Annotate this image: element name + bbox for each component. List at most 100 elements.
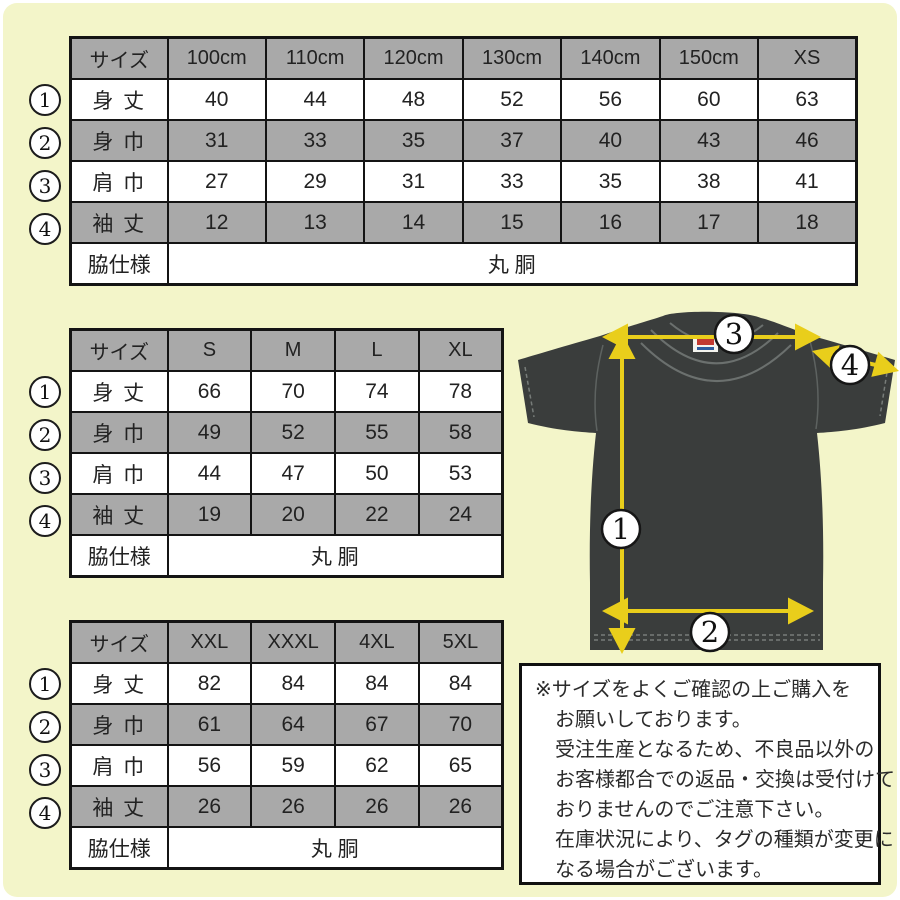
table-footer-row: 脇仕様 丸 胴 [69,826,504,870]
label-cell: 袖 丈 [69,785,169,828]
table-row: 身 巾 61 64 67 70 [69,703,504,746]
value-cell: 19 [166,493,253,536]
value-cell: 48 [363,78,464,121]
header-cell: 4XL [334,620,420,664]
value-cell: 55 [334,411,420,454]
value-cell: 74 [334,370,420,413]
table-header-row: サイズ XXL XXXL 4XL 5XL [69,620,504,664]
value-cell: 65 [417,744,504,787]
header-cell: サイズ [69,36,169,80]
body-length-arrow [608,333,636,654]
footer-value-cell: 丸 胴 [166,534,504,578]
value-cell: 56 [560,78,661,121]
table-header-row: サイズ S M L XL [69,328,504,372]
right-sleeve-stitch [879,365,889,417]
header-cell: XXL [166,620,253,664]
label-cell: 身 巾 [69,119,169,162]
value-cell: 27 [166,160,267,203]
label-cell: 肩 巾 [69,744,169,787]
value-cell: 82 [166,662,253,705]
value-cell: 20 [250,493,336,536]
table-footer-row: 脇仕様 丸 胴 [69,534,504,578]
tshirt-silhouette [518,311,895,650]
table-row: 身 丈 66 70 74 78 [69,370,504,413]
table-row: 身 巾 31 33 35 37 40 43 46 [69,119,858,162]
diagram-marker-2: 2 [689,611,731,653]
value-cell: 61 [166,703,253,746]
purchase-notice-box: ※サイズをよくご確認の上ご購入を お願いしております。 受注生産となるため、不良… [519,663,895,885]
value-cell: 16 [560,201,661,244]
table-row: 袖 丈 12 13 14 15 16 17 18 [69,201,858,244]
page-background: 1 2 3 4 サイズ 100cm 110cm 120cm 130cm 140c… [3,3,899,897]
size-chart-adult-table: サイズ S M L XL 身 丈 66 70 74 78 身 巾 49 52 [69,328,504,578]
value-cell: 46 [757,119,858,162]
table-row: 身 巾 49 52 55 58 [69,411,504,454]
value-cell: 17 [658,201,760,244]
label-cell: 肩 巾 [69,160,169,203]
table-row: 袖 丈 26 26 26 26 [69,785,504,828]
row-marker-2: 2 [29,711,61,743]
row-marker-1: 1 [29,668,61,700]
row-marker-3: 3 [29,754,61,786]
value-cell: 26 [250,785,336,828]
value-cell: 13 [264,201,366,244]
header-cell: 130cm [461,36,563,80]
value-cell: 70 [250,370,336,413]
value-cell: 58 [417,411,504,454]
collar-rib-seam [650,329,779,365]
value-cell: 35 [560,160,661,203]
header-cell: サイズ [69,328,169,372]
value-cell: 33 [461,160,563,203]
footer-value-cell: 丸 胴 [166,242,858,286]
diagram-marker-1: 1 [600,508,642,550]
footer-value-cell: 丸 胴 [166,826,504,870]
value-cell: 62 [334,744,420,787]
body-width-arrow [602,597,814,625]
table-row: 身 丈 82 84 84 84 [69,662,504,705]
value-cell: 14 [363,201,464,244]
header-cell: 110cm [264,36,366,80]
diagram-marker-4: 4 [829,344,871,386]
value-cell: 44 [264,78,366,121]
header-cell: XXXL [250,620,336,664]
value-cell: 84 [334,662,420,705]
value-cell: 40 [166,78,267,121]
table-row: 肩 巾 44 47 50 53 [69,452,504,495]
value-cell: 40 [560,119,661,162]
value-cell: 84 [417,662,504,705]
footer-label-cell: 脇仕様 [69,242,169,286]
notice-line: お願いしております。 [555,709,752,731]
value-cell: 18 [757,201,858,244]
footer-label-cell: 脇仕様 [69,534,169,578]
value-cell: 44 [166,452,253,495]
notice-line: ※サイズをよくご確認の上ご購入を [535,679,852,701]
header-cell: 150cm [658,36,760,80]
header-cell: M [250,328,336,372]
size-chart-plus-table: サイズ XXL XXXL 4XL 5XL 身 丈 82 84 84 84 身 巾… [69,620,504,870]
value-cell: 49 [166,411,253,454]
table-row: 肩 巾 27 29 31 33 35 38 41 [69,160,858,203]
neck-tag [693,336,718,352]
footer-label-cell: 脇仕様 [69,826,169,870]
left-sleeve-stitch [524,366,535,418]
left-armhole-seam [594,344,604,432]
tshirt-measurement-diagram: 3 4 1 2 [518,311,899,654]
value-cell: 29 [264,160,366,203]
header-cell: 5XL [417,620,504,664]
value-cell: 63 [757,78,858,121]
neckline-stitch-seam [640,342,792,382]
value-cell: 60 [658,78,760,121]
row-marker-3: 3 [29,462,61,494]
header-cell: 100cm [166,36,267,80]
svg-text:1: 1 [612,512,630,546]
value-cell: 24 [417,493,504,536]
header-cell: XS [757,36,858,80]
label-cell: 身 巾 [69,703,169,746]
value-cell: 52 [250,411,336,454]
value-cell: 22 [334,493,420,536]
value-cell: 43 [658,119,760,162]
value-cell: 59 [250,744,336,787]
header-cell: XL [417,328,504,372]
header-cell: 140cm [560,36,661,80]
value-cell: 31 [166,119,267,162]
